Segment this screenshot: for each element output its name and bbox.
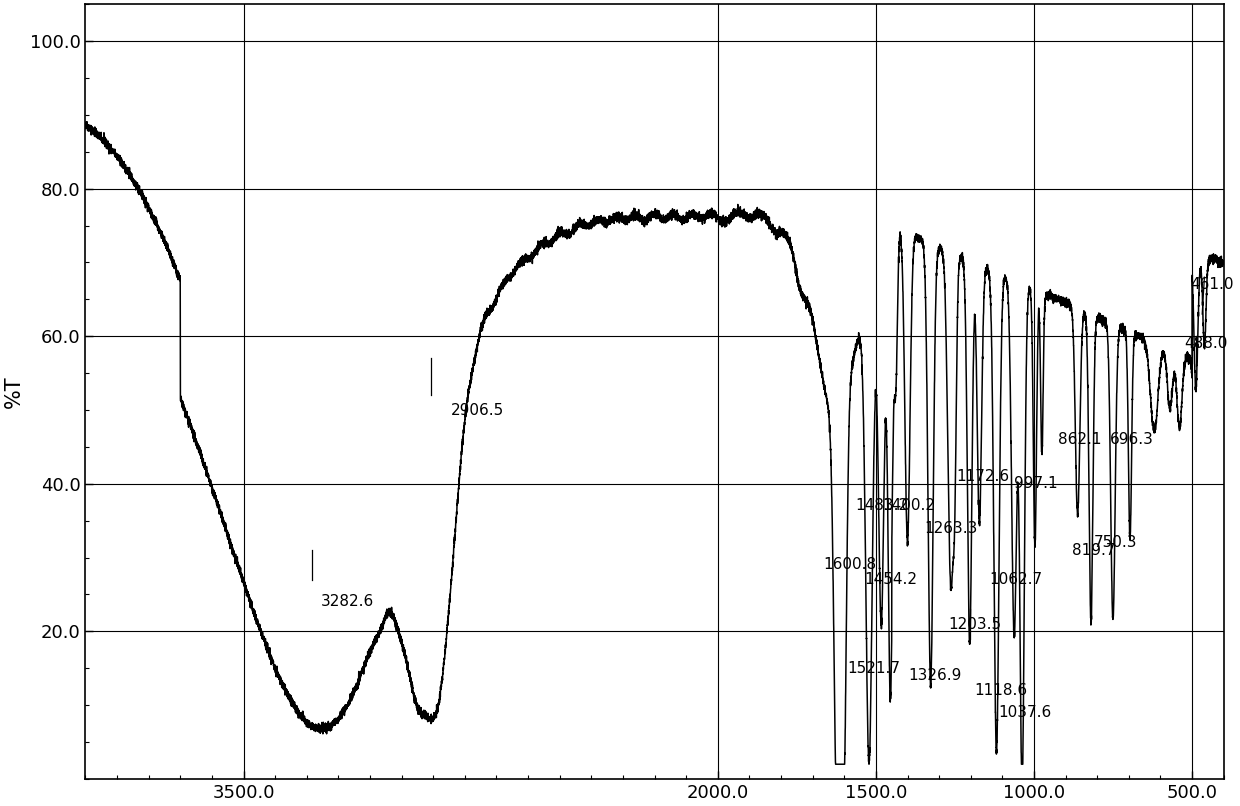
Text: 3282.6: 3282.6 xyxy=(321,594,374,609)
Text: 1037.6: 1037.6 xyxy=(998,705,1052,720)
Text: 1203.5: 1203.5 xyxy=(949,617,1001,632)
Text: 1326.9: 1326.9 xyxy=(909,668,962,683)
Text: 1062.7: 1062.7 xyxy=(990,572,1043,588)
Text: 997.1: 997.1 xyxy=(1014,476,1058,492)
Text: 750.3: 750.3 xyxy=(1094,535,1137,550)
Text: 1400.2: 1400.2 xyxy=(883,498,935,513)
Y-axis label: %T: %T xyxy=(4,376,24,408)
Text: 1454.2: 1454.2 xyxy=(864,572,918,588)
Text: 696.3: 696.3 xyxy=(1110,432,1153,447)
Text: 488.0: 488.0 xyxy=(1184,336,1228,351)
Text: 1483.2: 1483.2 xyxy=(856,498,909,513)
Text: 1263.3: 1263.3 xyxy=(925,521,978,535)
Text: 2906.5: 2906.5 xyxy=(451,402,505,418)
Text: 461.0: 461.0 xyxy=(1190,277,1234,292)
Text: 1172.6: 1172.6 xyxy=(956,469,1009,484)
Text: 1118.6: 1118.6 xyxy=(975,683,1028,698)
Text: 862.1: 862.1 xyxy=(1059,432,1102,447)
Text: 819.7: 819.7 xyxy=(1071,542,1115,558)
Text: 1600.8: 1600.8 xyxy=(823,558,877,572)
Text: 1521.7: 1521.7 xyxy=(847,661,900,675)
